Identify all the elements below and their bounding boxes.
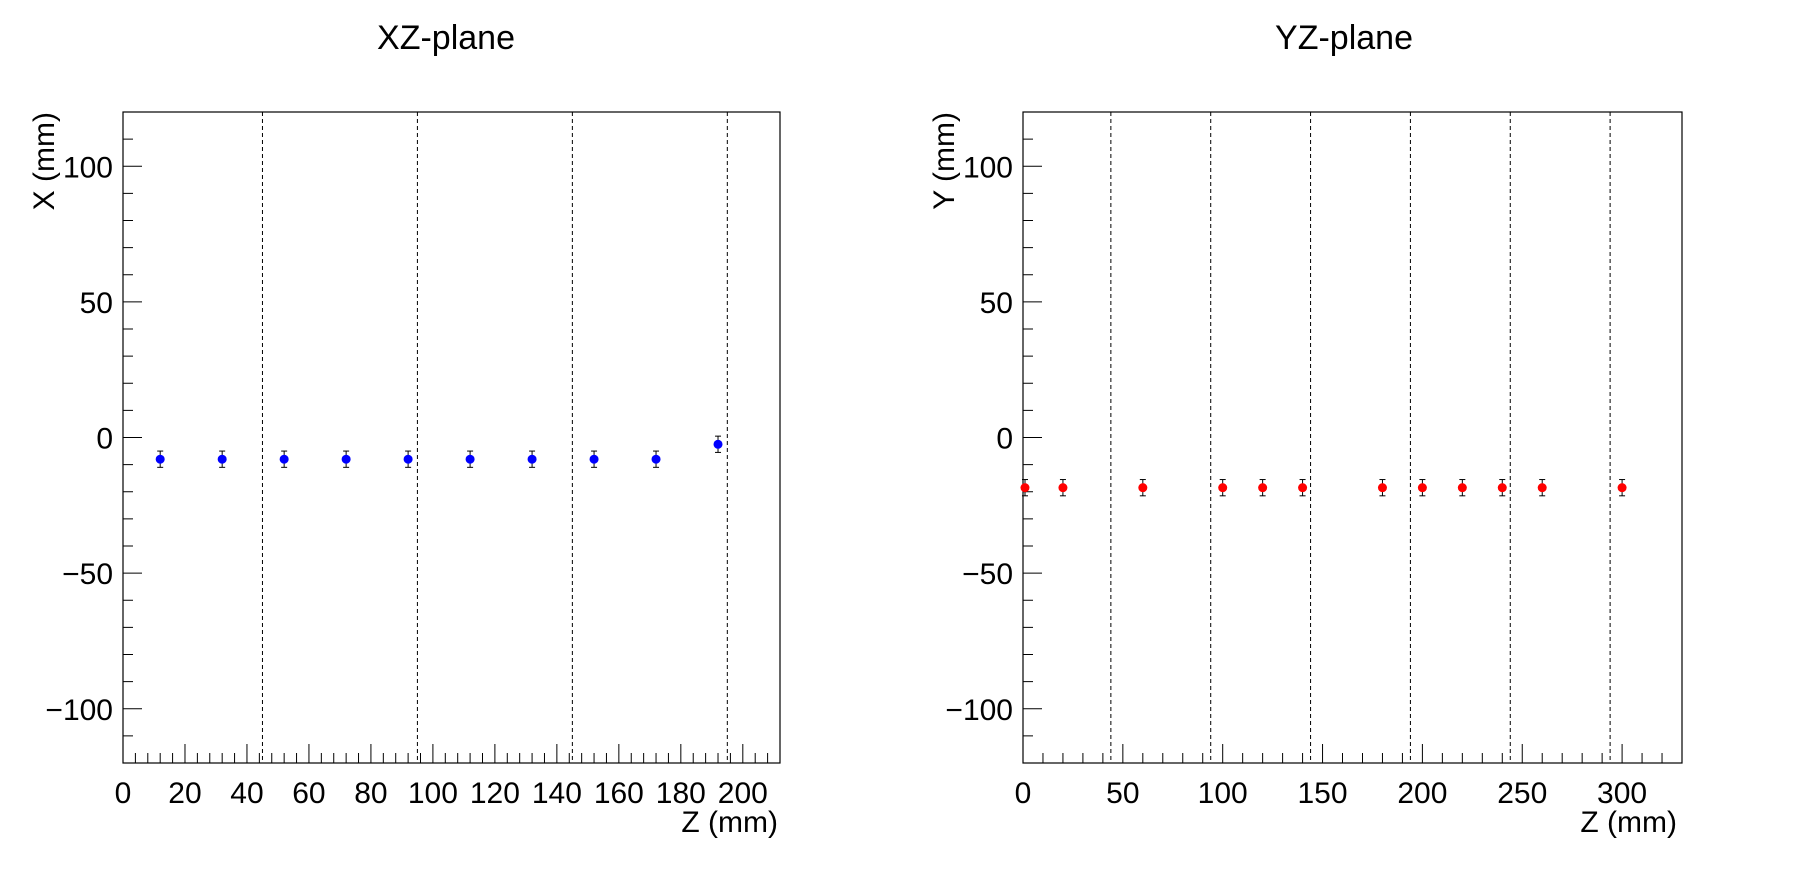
yz-data-point bbox=[1537, 483, 1547, 493]
yz-data-point bbox=[1058, 483, 1068, 493]
yz-data-point bbox=[1617, 483, 1627, 493]
xz-data-point bbox=[527, 454, 537, 464]
xz-y-tick-label: −50 bbox=[62, 558, 113, 591]
xz-x-tick-label: 60 bbox=[292, 777, 325, 810]
xz-x-axis-label: Z (mm) bbox=[681, 806, 778, 839]
xz-plane-title: XZ-plane bbox=[377, 19, 515, 57]
xz-data-point bbox=[217, 454, 227, 464]
yz-data-point bbox=[1020, 483, 1030, 493]
yz-y-tick-label: 50 bbox=[980, 287, 1013, 320]
yz-data-point bbox=[1258, 483, 1268, 493]
xz-y-tick-label: −100 bbox=[45, 694, 113, 727]
yz-data-point bbox=[1298, 483, 1308, 493]
yz-data-point bbox=[1377, 483, 1387, 493]
yz-y-tick-label: −100 bbox=[945, 694, 1013, 727]
xz-x-tick-label: 120 bbox=[470, 777, 520, 810]
xz-data-point bbox=[713, 439, 723, 449]
xz-y-tick-label: 0 bbox=[96, 423, 113, 456]
yz-y-tick-label: 100 bbox=[963, 151, 1013, 184]
yz-y-axis-label: Y (mm) bbox=[928, 112, 961, 210]
yz-x-tick-label: 300 bbox=[1597, 777, 1647, 810]
yz-x-tick-label: 0 bbox=[1015, 777, 1032, 810]
xz-x-tick-label: 200 bbox=[718, 777, 768, 810]
yz-y-tick-label: 0 bbox=[996, 423, 1013, 456]
yz-x-axis-label: Z (mm) bbox=[1580, 806, 1677, 839]
xz-data-point bbox=[465, 454, 475, 464]
xz-data-point bbox=[589, 454, 599, 464]
xz-plane-panel: XZ-plane 0 20 40 60 80 100 120 140 160 180 200 −100… bbox=[28, 19, 781, 839]
xz-data-point bbox=[155, 454, 165, 464]
xz-data-point bbox=[651, 454, 661, 464]
yz-x-tick-label: 100 bbox=[1198, 777, 1248, 810]
xz-data-point bbox=[403, 454, 413, 464]
yz-data-point bbox=[1138, 483, 1148, 493]
xz-data-point bbox=[341, 454, 351, 464]
xz-y-axis-label: X (mm) bbox=[28, 112, 61, 210]
xz-x-tick-label: 180 bbox=[656, 777, 706, 810]
yz-data-point bbox=[1218, 483, 1228, 493]
xz-y-tick-label: 50 bbox=[80, 287, 113, 320]
yz-x-tick-label: 50 bbox=[1106, 777, 1139, 810]
yz-x-tick-label: 150 bbox=[1298, 777, 1348, 810]
xz-x-tick-label: 100 bbox=[408, 777, 458, 810]
xz-x-tick-label: 140 bbox=[532, 777, 582, 810]
yz-data-point bbox=[1497, 483, 1507, 493]
xz-x-tick-label: 160 bbox=[594, 777, 644, 810]
yz-plane-panel: YZ-plane 0 50 100 150 200 250 300 −100 −50 0 50 100… bbox=[928, 19, 1683, 839]
yz-data-point bbox=[1457, 483, 1467, 493]
yz-data-point bbox=[1417, 483, 1427, 493]
xz-x-tick-label: 20 bbox=[168, 777, 201, 810]
xz-x-tick-label: 40 bbox=[230, 777, 263, 810]
xz-plot-area: 0 20 40 60 80 100 120 140 160 180 200 −100 −50 0 50 100 bbox=[45, 111, 781, 810]
yz-plane-title: YZ-plane bbox=[1275, 19, 1413, 57]
yz-x-tick-label: 200 bbox=[1397, 777, 1447, 810]
xz-data-point bbox=[279, 454, 289, 464]
yz-plot-area: 0 50 100 150 200 250 300 −100 −50 0 50 100 bbox=[945, 111, 1683, 810]
xz-x-tick-label: 80 bbox=[354, 777, 387, 810]
xz-y-tick-label: 100 bbox=[63, 151, 113, 184]
xz-x-tick-label: 0 bbox=[115, 777, 132, 810]
yz-y-tick-label: −50 bbox=[962, 558, 1013, 591]
yz-x-tick-label: 250 bbox=[1497, 777, 1547, 810]
